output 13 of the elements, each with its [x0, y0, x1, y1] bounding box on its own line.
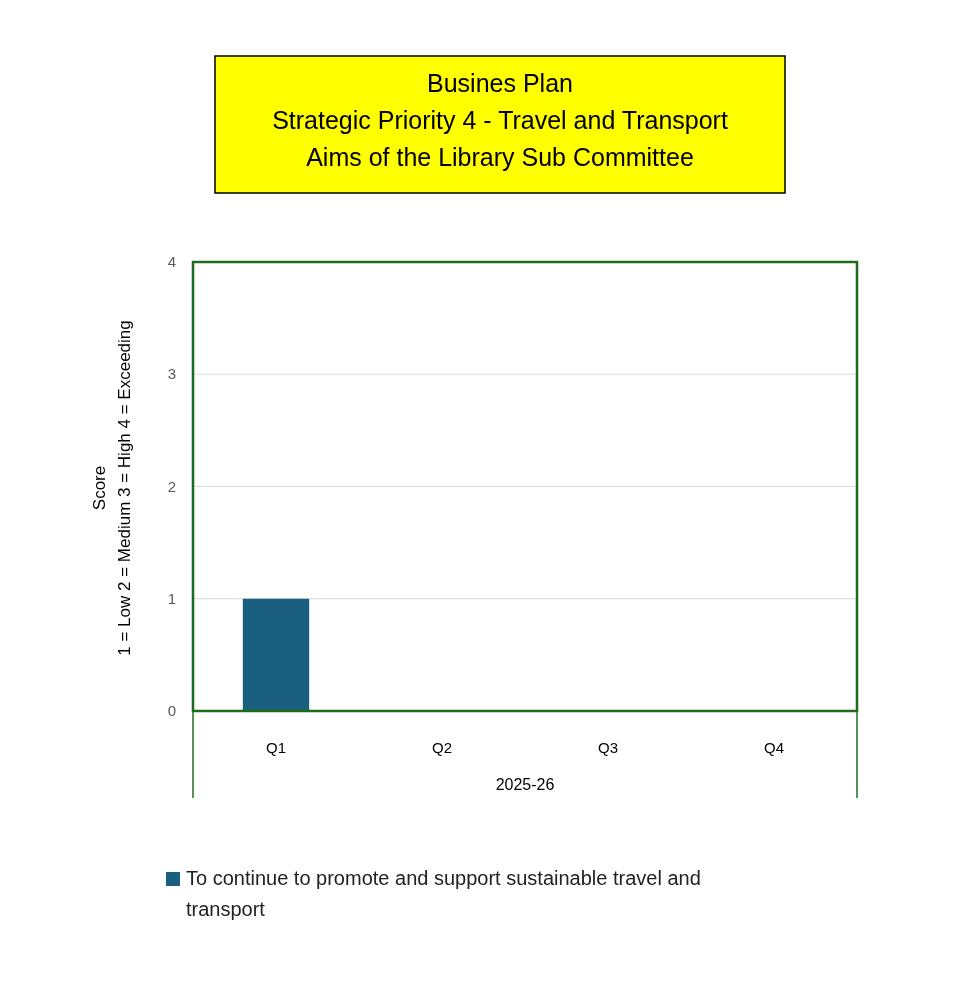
- y-tick-label: 1: [167, 589, 176, 607]
- x-tick-label: Q4: [763, 739, 785, 756]
- y-tick-label: 4: [167, 253, 176, 270]
- x-axis-title: 2025-26: [495, 776, 555, 793]
- x-tick-label: Q2: [431, 739, 453, 756]
- x-tick-label: Q1: [265, 739, 287, 756]
- y-tick-label: 3: [167, 365, 176, 383]
- y-tick-label: 0: [167, 702, 176, 719]
- legend-label: To continue to promote and support sustainable travel and transport: [186, 867, 701, 920]
- chart-title: Busines Plan Strategic Priority 4 - Travel and Transport Aims of the Library Sub Committee: [272, 69, 728, 171]
- x-tick-label: Q3: [597, 739, 619, 756]
- y-tick-label: 2: [167, 477, 176, 495]
- y-axis-title: Score 1 = Low 2 = Medium 3 = High 4 = Exceeding: [90, 320, 134, 656]
